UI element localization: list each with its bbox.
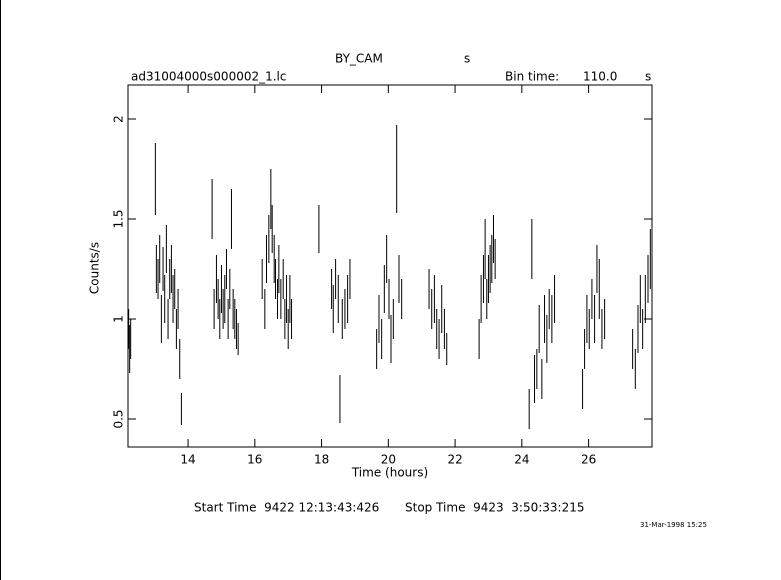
x-tick-label: 22 xyxy=(447,453,462,467)
x-tick-label: 20 xyxy=(381,453,396,467)
bin-label: Bin time: xyxy=(505,70,559,84)
y-axis-label: Counts/s xyxy=(88,242,102,294)
x-tick-label: 26 xyxy=(581,453,596,467)
x-axis-label: Time (hours) xyxy=(351,466,428,480)
bin-unit: s xyxy=(645,70,651,84)
date-stamp: 31-Mar-1998 15:25 xyxy=(640,521,707,529)
y-tick-label: 2 xyxy=(112,115,126,123)
chart-title: BY_CAM xyxy=(335,52,383,66)
stop-time: Stop Time 9423 3:50:33:215 xyxy=(405,501,584,515)
x-tick-label: 16 xyxy=(247,453,262,467)
start-time: Start Time 9422 12:13:43:426 xyxy=(194,501,379,515)
file-name: ad31004000s000002_1.lc xyxy=(131,70,287,84)
y-tick-label: 0.5 xyxy=(112,409,126,428)
plot-frame xyxy=(127,84,653,448)
x-tick-label: 14 xyxy=(180,453,195,467)
x-tick-label: 18 xyxy=(314,453,329,467)
bin-value: 110.0 xyxy=(583,70,617,84)
y-tick-label: 1.5 xyxy=(112,209,126,228)
y-tick-label: 1 xyxy=(112,315,126,323)
title-unit: s xyxy=(464,52,470,66)
x-tick-label: 24 xyxy=(514,453,529,467)
